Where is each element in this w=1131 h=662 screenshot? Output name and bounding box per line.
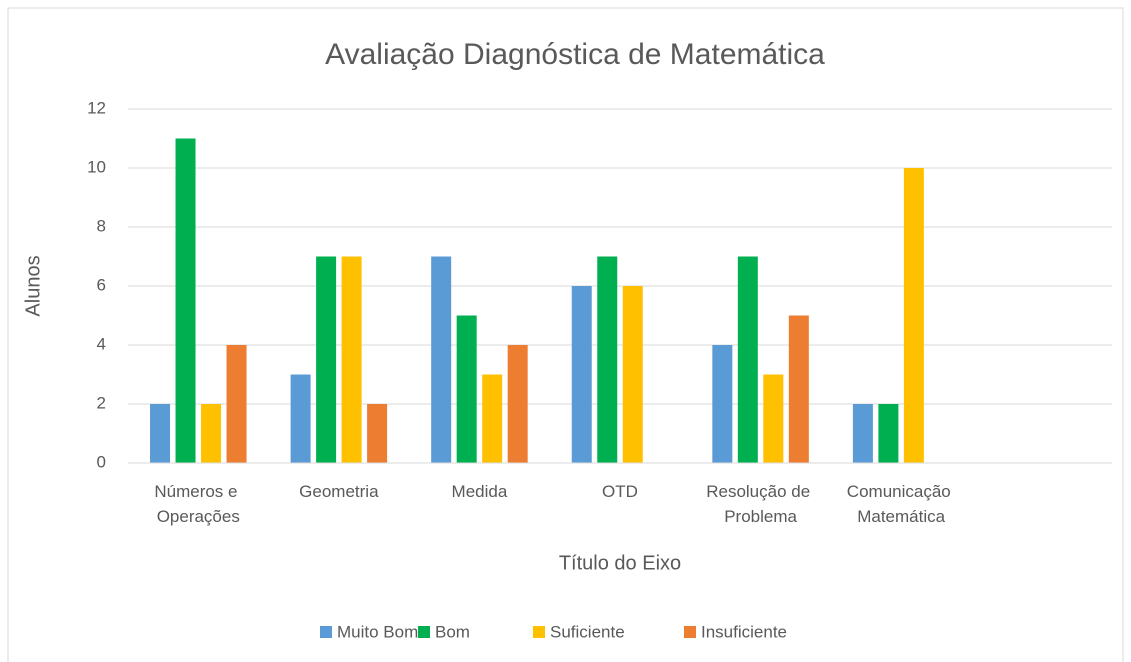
bar — [878, 404, 899, 463]
bar — [367, 404, 388, 463]
x-tick-label: Resolução de Problema — [706, 482, 815, 526]
bar — [316, 256, 337, 463]
legend-swatch — [320, 626, 332, 638]
y-tick-label: 4 — [97, 334, 106, 353]
bar — [150, 404, 171, 463]
x-tick-label: Números e Operações — [154, 482, 242, 526]
bar — [571, 286, 592, 463]
legend-swatch — [533, 626, 545, 638]
legend-label: Insuficiente — [701, 622, 787, 641]
bar — [852, 404, 873, 463]
bar — [175, 138, 196, 463]
x-axis-title: Título do Eixo — [559, 552, 681, 574]
y-tick-label: 0 — [97, 452, 106, 471]
y-tick-label: 2 — [97, 393, 106, 412]
x-tick-label: Comunicação Matemática — [847, 482, 956, 526]
bar — [201, 404, 222, 463]
bar — [341, 256, 362, 463]
x-tick-label: OTD — [602, 482, 638, 501]
bar — [507, 345, 528, 463]
bar — [226, 345, 247, 463]
bar — [622, 286, 643, 463]
x-tick-label: Medida — [452, 482, 508, 501]
legend-label: Suficiente — [550, 622, 625, 641]
legend-label: Bom — [435, 622, 470, 641]
bar — [788, 315, 809, 463]
y-tick-label: 10 — [87, 157, 106, 176]
y-axis-title: Alunos — [22, 255, 44, 316]
bar — [482, 374, 503, 463]
bar — [712, 345, 733, 463]
x-tick-label: Geometria — [299, 482, 379, 501]
chart-title: Avaliação Diagnóstica de Matemática — [325, 38, 825, 71]
y-tick-label: 6 — [97, 275, 106, 294]
y-tick-label: 8 — [97, 216, 106, 235]
bar — [763, 374, 784, 463]
bar — [737, 256, 758, 463]
bar — [903, 168, 924, 463]
bar — [456, 315, 477, 463]
y-tick-label: 12 — [87, 98, 106, 117]
legend-label: Muito Bom — [337, 622, 418, 641]
bar — [431, 256, 452, 463]
bar — [597, 256, 618, 463]
bar — [290, 374, 311, 463]
legend-swatch — [684, 626, 696, 638]
legend-swatch — [418, 626, 430, 638]
